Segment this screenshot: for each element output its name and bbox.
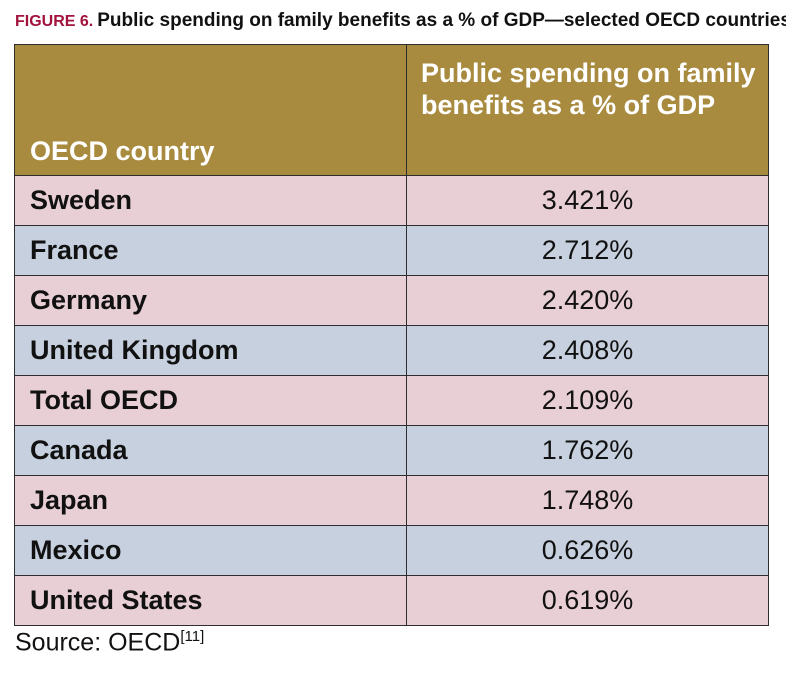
table-row: Canada 1.762% (14, 425, 769, 476)
cell-country: Sweden (14, 175, 407, 226)
column-header-value: Public spending on family benefits as a … (406, 44, 769, 176)
cell-country: Total OECD (14, 375, 407, 426)
cell-country: United States (14, 575, 407, 626)
table-row: United Kingdom 2.408% (14, 325, 769, 376)
cell-value: 2.420% (406, 275, 769, 326)
cell-value: 2.712% (406, 225, 769, 276)
table-row: France 2.712% (14, 225, 769, 276)
cell-country: United Kingdom (14, 325, 407, 376)
source-note: Source: OECD[11] (15, 628, 204, 657)
table-body: Sweden 3.421% France 2.712% Germany 2.420% Uni… (14, 175, 769, 626)
table-row: Japan 1.748% (14, 475, 769, 526)
cell-value: 0.619% (406, 575, 769, 626)
table-header: OECD country Public spending on family b… (14, 44, 769, 176)
cell-value: 1.762% (406, 425, 769, 476)
cell-value: 2.408% (406, 325, 769, 376)
figure-title-text: Public spending on family benefits as a … (97, 10, 786, 31)
data-table-wrapper: OECD country Public spending on family b… (14, 44, 769, 626)
cell-country: Japan (14, 475, 407, 526)
figure-title: FIGURE 6. Public spending on family benef… (15, 10, 786, 38)
source-ref: [11] (180, 628, 205, 645)
table-row: Mexico 0.626% (14, 525, 769, 576)
data-table: OECD country Public spending on family b… (14, 44, 769, 626)
cell-value: 0.626% (406, 525, 769, 576)
table-row: Germany 2.420% (14, 275, 769, 326)
table-row: Sweden 3.421% (14, 175, 769, 226)
cell-country: Germany (14, 275, 407, 326)
figure-label: FIGURE 6. (15, 13, 94, 30)
cell-value: 1.748% (406, 475, 769, 526)
cell-country: France (14, 225, 407, 276)
column-header-country: OECD country (14, 44, 407, 176)
table-row: United States 0.619% (14, 575, 769, 626)
source-text: Source: OECD (15, 628, 181, 657)
cell-country: Canada (14, 425, 407, 476)
header-row: OECD country Public spending on family b… (14, 44, 769, 176)
table-row: Total OECD 2.109% (14, 375, 769, 426)
cell-country: Mexico (14, 525, 407, 576)
cell-value: 2.109% (406, 375, 769, 426)
cell-value: 3.421% (406, 175, 769, 226)
